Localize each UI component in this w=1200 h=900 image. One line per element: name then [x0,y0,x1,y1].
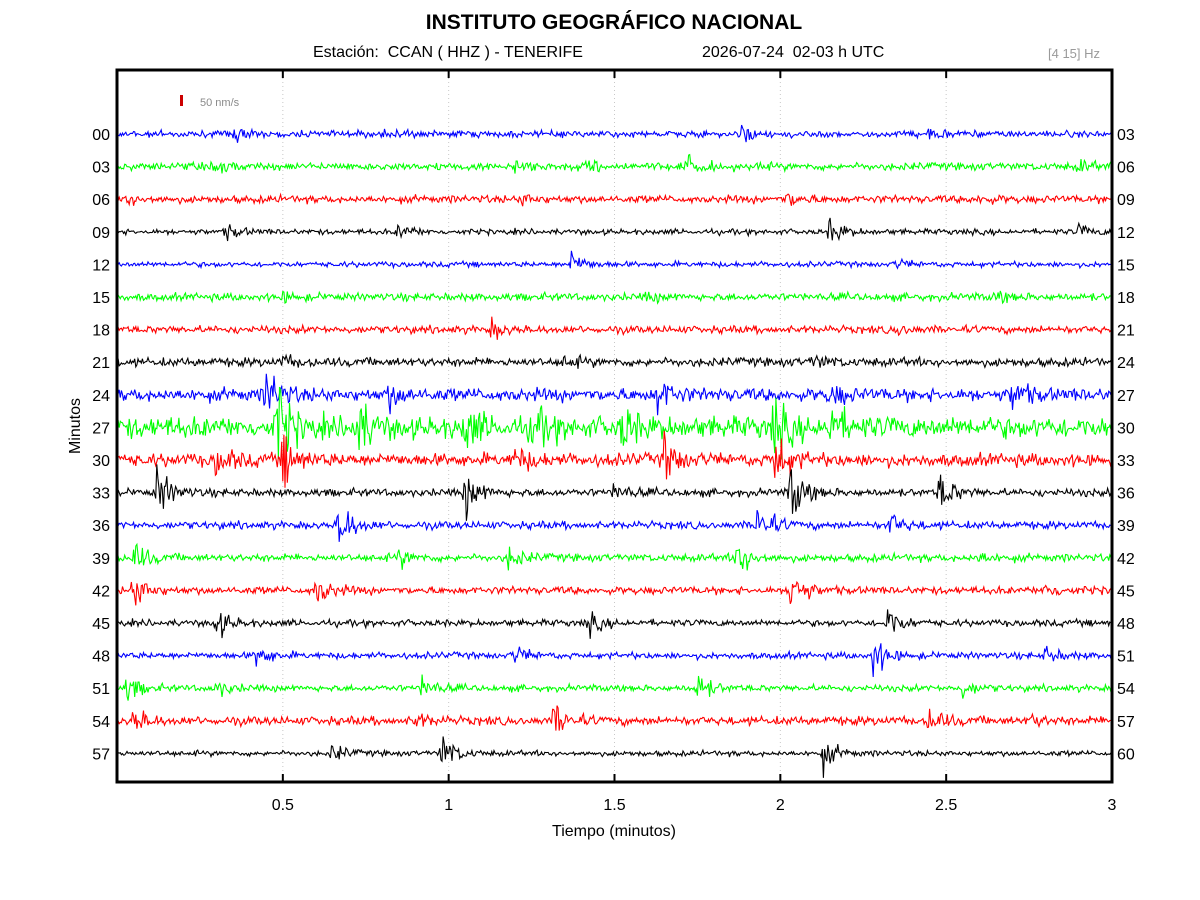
seismic-trace [116,464,1113,521]
row-label-right: 45 [1117,583,1135,600]
seismic-trace [116,386,1113,460]
row-label-left: 57 [92,746,110,763]
row-label-right: 57 [1117,714,1135,731]
row-label-left: 15 [92,290,110,307]
chart-title: INSTITUTO GEOGRÁFICO NACIONAL [425,11,803,34]
seismic-trace [116,509,1113,542]
seismic-trace [116,580,1113,606]
seismic-trace [116,373,1113,416]
row-label-right: 48 [1117,616,1135,633]
axis-ticks: 0.5 1 1.5 2 2.5 3 [272,70,1117,814]
row-label-right: 18 [1117,290,1135,307]
scale-label: 50 nm/s [200,97,240,109]
scale-bar [180,95,183,106]
seismic-trace [116,542,1113,571]
row-label-right: 24 [1117,355,1135,372]
x-tick-label: 0.5 [272,797,294,814]
row-label-left: 21 [92,355,110,372]
seismic-trace [116,316,1113,340]
seismic-trace [116,353,1113,369]
seismic-trace [116,705,1113,731]
seismic-trace [116,217,1113,242]
date-time-label: 2026-07-24 02-03 h UTC [702,44,885,61]
seismic-trace [116,153,1113,174]
seismic-trace [116,192,1113,207]
x-tick-label: 1 [444,797,453,814]
row-label-left: 33 [92,486,110,503]
row-label-left: 48 [92,649,110,666]
grid-lines [282,70,947,782]
row-label-left: 45 [92,616,110,633]
row-label-right: 03 [1117,127,1135,144]
seismic-trace [116,674,1113,701]
row-label-right: 51 [1117,649,1135,666]
row-label-right: 60 [1117,746,1135,763]
row-label-right: 54 [1117,681,1135,698]
row-label-right: 21 [1117,323,1135,340]
row-label-left: 24 [92,388,110,405]
row-label-left: 12 [92,257,110,274]
frequency-band-label: [4 15] Hz [1048,46,1101,61]
row-label-left: 36 [92,518,110,535]
row-label-right: 12 [1117,225,1135,242]
row-label-left: 42 [92,583,110,600]
row-label-right: 09 [1117,192,1135,209]
row-label-left: 27 [92,420,110,437]
x-tick-label: 2.5 [935,797,957,814]
row-label-right: 30 [1117,420,1135,437]
row-label-right: 36 [1117,486,1135,503]
x-tick-label: 2 [776,797,785,814]
seismic-trace [116,430,1113,488]
seismic-trace [116,609,1113,639]
seismic-trace [116,290,1113,305]
row-label-left: 03 [92,160,110,177]
seismic-trace [116,250,1113,270]
seismic-trace [116,124,1113,143]
row-label-left: 39 [92,551,110,568]
row-label-left: 54 [92,714,110,731]
row-labels: 00 03 03 06 06 09 09 12 12 15 15 18 18 21 21 24 24 27 27 30… [92,127,1135,763]
row-label-left: 00 [92,127,110,144]
row-label-left: 51 [92,681,110,698]
x-tick-label: 3 [1108,797,1117,814]
trace-layer [116,124,1113,778]
station-label: Estación: CCAN ( HHZ ) - TENERIFE [313,44,583,61]
x-tick-label: 1.5 [603,797,625,814]
row-label-right: 42 [1117,551,1135,568]
row-label-right: 06 [1117,160,1135,177]
row-label-left: 06 [92,192,110,209]
seismic-trace [116,736,1113,778]
x-axis-label: Tiempo (minutos) [552,823,676,840]
seismic-trace [116,643,1113,678]
row-label-right: 15 [1117,257,1135,274]
row-label-right: 39 [1117,518,1135,535]
row-label-right: 33 [1117,453,1135,470]
y-axis-label: Minutos [67,398,84,454]
row-label-left: 09 [92,225,110,242]
row-label-left: 18 [92,323,110,340]
row-label-right: 27 [1117,388,1135,405]
row-label-left: 30 [92,453,110,470]
